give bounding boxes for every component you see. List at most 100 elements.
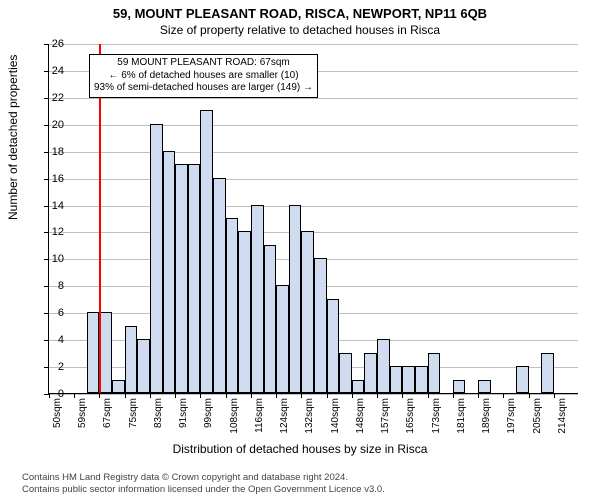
x-tick-label: 124sqm — [279, 398, 290, 434]
annotation-line: 59 MOUNT PLEASANT ROAD: 67sqm — [94, 57, 313, 70]
x-tick-label: 59sqm — [77, 398, 88, 428]
histogram-bar — [364, 353, 377, 393]
histogram-bar — [175, 164, 188, 393]
x-tick-mark — [175, 393, 176, 398]
y-tick-label: 16 — [34, 173, 64, 185]
x-tick-mark — [125, 393, 126, 398]
x-tick-label: 214sqm — [557, 398, 568, 434]
x-tick-mark — [529, 393, 530, 398]
histogram-bar — [541, 353, 554, 393]
x-tick-label: 157sqm — [380, 398, 391, 434]
histogram-bar — [352, 380, 365, 393]
x-tick-mark — [478, 393, 479, 398]
gridline — [49, 44, 578, 45]
x-tick-mark — [554, 393, 555, 398]
x-tick-label: 205sqm — [532, 398, 543, 434]
plot-area: 50sqm59sqm67sqm75sqm83sqm91sqm99sqm108sq… — [48, 44, 578, 394]
histogram-bar — [339, 353, 352, 393]
x-tick-mark — [402, 393, 403, 398]
gridline — [49, 179, 578, 180]
x-tick-label: 67sqm — [102, 398, 113, 428]
histogram-bar — [377, 339, 390, 393]
histogram-bar — [226, 218, 239, 393]
x-tick-mark — [74, 393, 75, 398]
chart-title-main: 59, MOUNT PLEASANT ROAD, RISCA, NEWPORT,… — [0, 0, 600, 21]
histogram-bar — [314, 258, 327, 393]
x-tick-mark — [251, 393, 252, 398]
histogram-bar — [390, 366, 403, 393]
x-tick-label: 99sqm — [203, 398, 214, 428]
x-tick-mark — [503, 393, 504, 398]
x-tick-mark — [276, 393, 277, 398]
histogram-bar — [238, 231, 251, 393]
x-tick-label: 116sqm — [254, 398, 265, 433]
histogram-bar — [213, 178, 226, 393]
x-tick-label: 132sqm — [304, 398, 315, 434]
histogram-bar — [478, 380, 491, 393]
x-tick-label: 75sqm — [128, 398, 139, 428]
histogram-bar — [264, 245, 277, 393]
histogram-bar — [428, 353, 441, 393]
x-tick-mark — [377, 393, 378, 398]
histogram-bar — [276, 285, 289, 393]
y-tick-label: 18 — [34, 146, 64, 158]
x-tick-label: 83sqm — [153, 398, 164, 428]
histogram-bar — [327, 299, 340, 393]
x-tick-mark — [327, 393, 328, 398]
x-tick-mark — [99, 393, 100, 398]
histogram-bar — [137, 339, 150, 393]
x-tick-mark — [352, 393, 353, 398]
histogram-bar — [402, 366, 415, 393]
y-tick-label: 14 — [34, 200, 64, 212]
x-tick-mark — [226, 393, 227, 398]
x-tick-label: 91sqm — [178, 398, 189, 428]
x-tick-mark — [150, 393, 151, 398]
gridline — [49, 152, 578, 153]
histogram-bar — [125, 326, 138, 393]
histogram-bar — [163, 151, 176, 393]
y-tick-label: 2 — [34, 361, 64, 373]
histogram-bar — [87, 312, 100, 393]
x-tick-label: 50sqm — [52, 398, 63, 428]
annotation-line: 93% of semi-detached houses are larger (… — [94, 82, 313, 95]
histogram-bar — [150, 124, 163, 393]
x-tick-mark — [453, 393, 454, 398]
x-tick-label: 148sqm — [355, 398, 366, 434]
footnote-line-2: Contains public sector information licen… — [22, 484, 385, 496]
chart-title-sub: Size of property relative to detached ho… — [0, 21, 600, 37]
chart-area: 50sqm59sqm67sqm75sqm83sqm91sqm99sqm108sq… — [48, 44, 578, 394]
histogram-bar — [453, 380, 466, 393]
y-tick-label: 24 — [34, 65, 64, 77]
y-tick-label: 8 — [34, 280, 64, 292]
histogram-bar — [289, 205, 302, 393]
x-axis-title: Distribution of detached houses by size … — [0, 442, 600, 456]
y-tick-label: 10 — [34, 253, 64, 265]
y-tick-label: 0 — [34, 388, 64, 400]
x-tick-label: 165sqm — [405, 398, 416, 434]
histogram-bar — [516, 366, 529, 393]
y-tick-label: 6 — [34, 307, 64, 319]
x-tick-mark — [301, 393, 302, 398]
x-tick-label: 181sqm — [456, 398, 467, 434]
histogram-bar — [301, 231, 314, 393]
gridline — [49, 125, 578, 126]
y-tick-label: 22 — [34, 92, 64, 104]
annotation-line: ← 6% of detached houses are smaller (10) — [94, 70, 313, 83]
annotation-box: 59 MOUNT PLEASANT ROAD: 67sqm← 6% of det… — [89, 54, 318, 98]
histogram-bar — [415, 366, 428, 393]
histogram-bar — [200, 110, 213, 393]
footnote: Contains HM Land Registry data © Crown c… — [22, 472, 385, 496]
footnote-line-1: Contains HM Land Registry data © Crown c… — [22, 472, 385, 484]
y-tick-label: 26 — [34, 38, 64, 50]
histogram-bar — [112, 380, 125, 393]
histogram-bar — [251, 205, 264, 393]
histogram-bar — [188, 164, 201, 393]
x-tick-label: 173sqm — [431, 398, 442, 434]
x-tick-label: 189sqm — [481, 398, 492, 434]
x-tick-mark — [428, 393, 429, 398]
gridline — [49, 394, 578, 395]
gridline — [49, 206, 578, 207]
gridline — [49, 98, 578, 99]
x-tick-label: 108sqm — [229, 398, 240, 434]
x-tick-label: 140sqm — [330, 398, 341, 434]
